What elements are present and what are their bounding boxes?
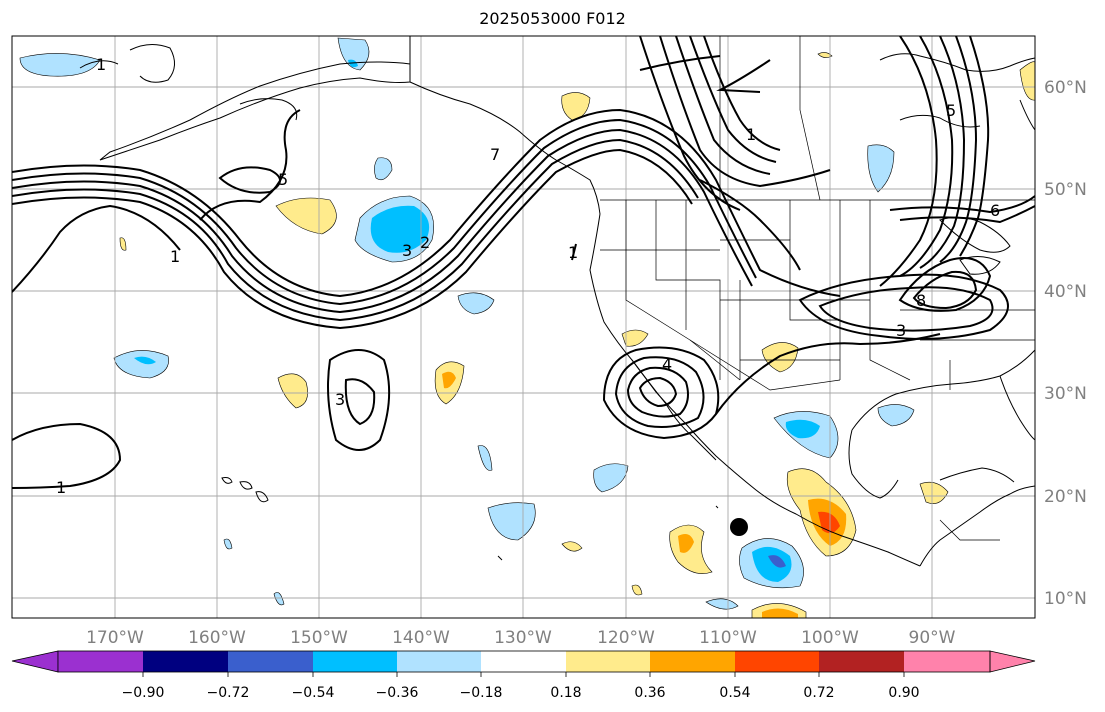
colorbar-swatch: [143, 651, 228, 672]
contour-label: 3: [402, 241, 412, 260]
contour-label: 1: [568, 243, 578, 262]
contour-label: 1: [746, 125, 756, 144]
colorbar-swatch: [650, 651, 735, 672]
latitude-label: 30°N: [1044, 384, 1087, 404]
latitude-axis: 60°N 50°N 40°N 30°N 20°N 10°N: [1044, 78, 1087, 609]
colorbar-swatch: [566, 651, 650, 672]
latitude-label: 60°N: [1044, 78, 1087, 98]
contour-label: 8: [916, 291, 926, 310]
map-title: 2025053000 F012: [479, 9, 626, 28]
colorbar-swatch: [397, 651, 481, 672]
plot-frame: [11, 35, 1036, 619]
colorbar-extend-max: [989, 650, 1036, 673]
latitude-label: 50°N: [1044, 180, 1087, 200]
longitude-label: 130°W: [494, 628, 552, 648]
latitude-label: 40°N: [1044, 282, 1087, 302]
contour-label: 1: [56, 478, 66, 497]
colorbar-swatch: [819, 651, 904, 672]
contour-label: 3: [896, 321, 906, 340]
colorbar-swatch: [58, 651, 143, 672]
contour-label: 2: [420, 233, 430, 252]
contour-label: 5: [946, 101, 956, 120]
contour-label: 6: [990, 201, 1000, 220]
graticule: [12, 36, 1035, 618]
colorbar-tick-label: 0.72: [803, 685, 834, 701]
contour-label: 7: [490, 145, 500, 164]
contour-label: 3: [335, 390, 345, 409]
longitude-label: 120°W: [597, 628, 655, 648]
map-plot-area: 5 1 3 1 3 4 7 5 1 6 8 3 1 2 1: [12, 36, 1035, 618]
contour-label: 1: [96, 55, 106, 74]
contour-label: 4: [662, 355, 672, 374]
colorbar-frame: [57, 650, 991, 673]
colorbar-tick-label: −0.36: [376, 685, 419, 701]
colorbar-extend-min: [11, 650, 59, 673]
longitude-label: 90°W: [909, 628, 956, 648]
colorbar-swatch: [481, 651, 566, 672]
colorbar-tick-label: 0.36: [634, 685, 665, 701]
contour-label: 5: [278, 170, 288, 189]
longitude-label: 100°W: [801, 628, 859, 648]
longitude-axis: 170°W 160°W 150°W 140°W 130°W 120°W 110°…: [86, 628, 956, 648]
shaded-anomalies: [19, 37, 1035, 618]
location-marker-dot: [730, 518, 748, 536]
colorbar-swatch: [904, 651, 990, 672]
contour-labels: 5 1 3 1 3 4 7 5 1 6 8 3 1 2 1: [56, 55, 1000, 497]
colorbar-tick-label: −0.72: [207, 685, 250, 701]
longitude-label: 140°W: [392, 628, 450, 648]
colorbar-swatch: [313, 651, 397, 672]
latitude-label: 20°N: [1044, 487, 1087, 507]
height-contours: [12, 36, 1035, 489]
colorbar-tick-label: −0.90: [122, 685, 165, 701]
colorbar-swatch: [735, 651, 819, 672]
coastlines: [79, 36, 1035, 567]
longitude-label: 150°W: [290, 628, 348, 648]
political-borders: [600, 36, 1035, 541]
colorbar-tick-label: −0.54: [292, 685, 335, 701]
colorbar-swatch: [228, 651, 313, 672]
colorbar-tick-label: −0.18: [460, 685, 503, 701]
longitude-label: 170°W: [86, 628, 144, 648]
contour-label: 1: [170, 247, 180, 266]
latitude-label: 10°N: [1044, 589, 1087, 609]
longitude-label: 110°W: [699, 628, 757, 648]
colorbar-tick-label: 0.90: [888, 685, 919, 701]
colorbar: −0.90 −0.72 −0.54 −0.36 −0.18 0.18 0.36 …: [11, 650, 1036, 701]
colorbar-tick-label: 0.54: [719, 685, 750, 701]
longitude-label: 160°W: [188, 628, 246, 648]
colorbar-tick-label: 0.18: [550, 685, 581, 701]
